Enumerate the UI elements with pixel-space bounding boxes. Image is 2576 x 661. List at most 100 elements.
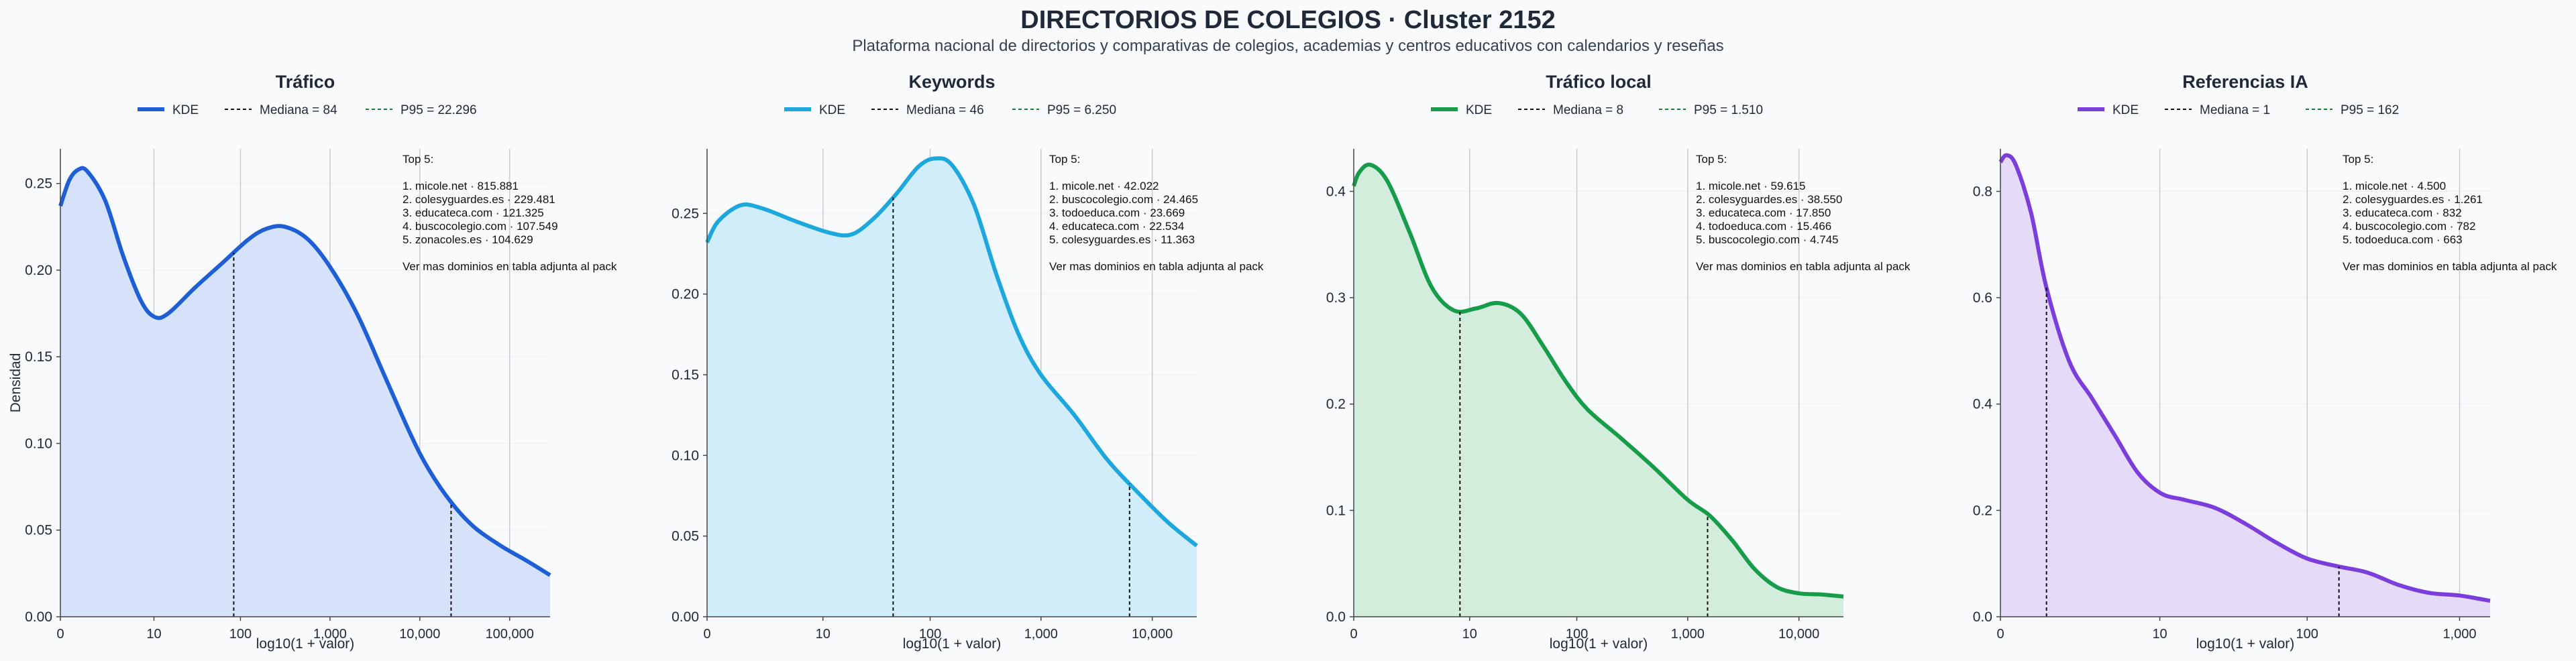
y-tick-label: 0.25 [672,206,699,221]
legend-kde-label: KDE [172,103,199,117]
legend-median-label: Mediana = 46 [906,103,984,117]
top5-annotation-line: 3. todoeduca.com · 23.669 [1049,206,1185,219]
y-tick-label: 0.15 [672,367,699,383]
y-tick-label: 0.3 [1326,290,1346,306]
top5-annotation-line: Ver mas dominios en tabla adjunta al pac… [2343,260,2557,273]
legend-p95-label: P95 = 22.296 [400,103,477,117]
x-axis-label: log10(1 + valor) [256,636,355,652]
kde-line [1998,153,2491,603]
figure-title: DIRECTORIOS DE COLEGIOS · Cluster 2152 [1020,6,1555,34]
panel-title: Keywords [908,72,995,92]
top5-annotation-line: Top 5: [1049,153,1080,166]
top5-annotation-line: 5. todoeduca.com · 663 [2343,233,2463,246]
kde-line [1352,162,1844,599]
chart-panel: Tráfico local KDE Mediana = 8 P95 = 1.510 0.… [1326,72,1911,652]
y-tick-label: 0.05 [25,523,52,538]
x-tick-label: 10,000 [1132,627,1173,642]
y-tick-label: 0.4 [1973,397,1993,412]
top5-annotation-line: 4. educateca.com · 22.534 [1049,220,1184,233]
kde-area [707,158,1197,617]
y-tick-label: 0.2 [1973,503,1992,518]
y-tick-label: 0.10 [672,448,699,463]
legend-p95-label: P95 = 1.510 [1694,103,1763,117]
top5-annotation-line: 2. buscocolegio.com · 24.465 [1049,193,1198,206]
figure-subtitle: Plataforma nacional de directorios y com… [852,37,1723,55]
x-axis-label: log10(1 + valor) [2196,636,2295,652]
y-tick-label: 0.10 [25,436,52,451]
legend-p95-label: P95 = 6.250 [1047,103,1116,117]
y-tick-label: 0.0 [1326,609,1346,625]
top5-annotation-line: Top 5: [1696,153,1727,166]
x-tick-label: 10 [2152,627,2167,642]
x-tick-label: 0 [703,627,710,642]
top5-annotation-line: 2. colesyguardes.es · 38.550 [1696,193,1842,206]
chart-panel: Referencias IA KDE Mediana = 1 P95 = 162 0.0… [1973,72,2557,652]
legend-kde-label: KDE [819,103,845,117]
kde-area [1354,164,1843,617]
top5-annotation-line: 1. micole.net · 59.615 [1696,180,1805,192]
legend-p95-label: P95 = 162 [2341,103,2399,117]
y-tick-label: 0.05 [672,529,699,544]
y-tick-label: 0.25 [25,176,52,192]
x-tick-label: 0 [1996,627,2004,642]
top5-annotation-line: 2. colesyguardes.es · 229.481 [402,193,555,206]
x-tick-label: 10,000 [399,627,440,642]
panel-title: Tráfico local [1546,72,1652,92]
x-tick-label: 10 [146,627,161,642]
y-tick-label: 0.4 [1326,184,1346,199]
panel-title: Referencias IA [2182,72,2308,92]
top5-annotation-line: 4. buscocolegio.com · 107.549 [402,220,558,233]
top5-annotation-line: Top 5: [2343,153,2373,166]
top5-annotation-line: 5. zonacoles.es · 104.629 [402,233,533,246]
legend-median-label: Mediana = 8 [1553,103,1623,117]
x-tick-label: 0 [1350,627,1357,642]
y-tick-label: 0.1 [1326,503,1346,518]
y-axis-label: Densidad [8,353,23,413]
top5-annotation-line: 4. todoeduca.com · 15.466 [1696,220,1831,233]
kde-line [705,156,1198,548]
y-tick-label: 0.00 [25,609,52,625]
top5-annotation-line: Top 5: [402,153,433,166]
top5-annotation-line: 1. micole.net · 4.500 [2343,180,2446,192]
x-tick-label: 10 [1462,627,1477,642]
panel-title: Tráfico [276,72,335,92]
kde-line [58,166,551,577]
top5-annotation-line: 3. educateca.com · 17.850 [1696,206,1831,219]
x-tick-label: 100 [1566,627,1588,642]
y-tick-label: 0.0 [1973,609,1992,625]
chart-panel: Tráfico KDE Mediana = 84 P95 = 22.296 0.00 0.… [8,72,617,652]
kde-area [2000,155,2490,617]
x-tick-label: 10,000 [1778,627,1819,642]
x-tick-label: 100 [919,627,941,642]
x-tick-label: 1,000 [313,627,347,642]
chart-panel: Keywords KDE Mediana = 46 P95 = 6.250 0.00 0.… [672,72,1264,652]
x-tick-label: 10 [816,627,830,642]
top5-annotation-line: Ver mas dominios en tabla adjunta al pac… [1049,260,1264,273]
legend-median-label: Mediana = 1 [2200,103,2270,117]
y-tick-label: 0.6 [1973,290,1992,306]
top5-annotation-line: 1. micole.net · 815.881 [402,180,519,192]
x-tick-label: 100 [2296,627,2318,642]
x-tick-label: 100,000 [486,627,534,642]
top5-annotation-line: 5. colesyguardes.es · 11.363 [1049,233,1195,246]
top5-annotation-line: 3. educateca.com · 121.325 [402,206,544,219]
x-tick-label: 0 [56,627,64,642]
top5-annotation-line: 5. buscocolegio.com · 4.745 [1696,233,1839,246]
y-tick-label: 0.2 [1326,397,1346,412]
y-tick-label: 0.15 [25,349,52,365]
x-axis-label: log10(1 + valor) [1550,636,1648,652]
y-tick-label: 0.20 [25,263,52,278]
top5-annotation-line: 1. micole.net · 42.022 [1049,180,1159,192]
x-tick-label: 1,000 [2443,627,2476,642]
kde-area [60,168,550,617]
top5-annotation-line: 2. colesyguardes.es · 1.261 [2343,193,2483,206]
y-tick-label: 0.20 [672,287,699,302]
top5-annotation-line: Ver mas dominios en tabla adjunta al pac… [402,260,617,273]
legend-kde-label: KDE [1466,103,1492,117]
x-axis-label: log10(1 + valor) [903,636,1002,652]
x-tick-label: 100 [229,627,252,642]
legend-median-label: Mediana = 84 [260,103,337,117]
y-tick-label: 0.8 [1973,184,1992,199]
